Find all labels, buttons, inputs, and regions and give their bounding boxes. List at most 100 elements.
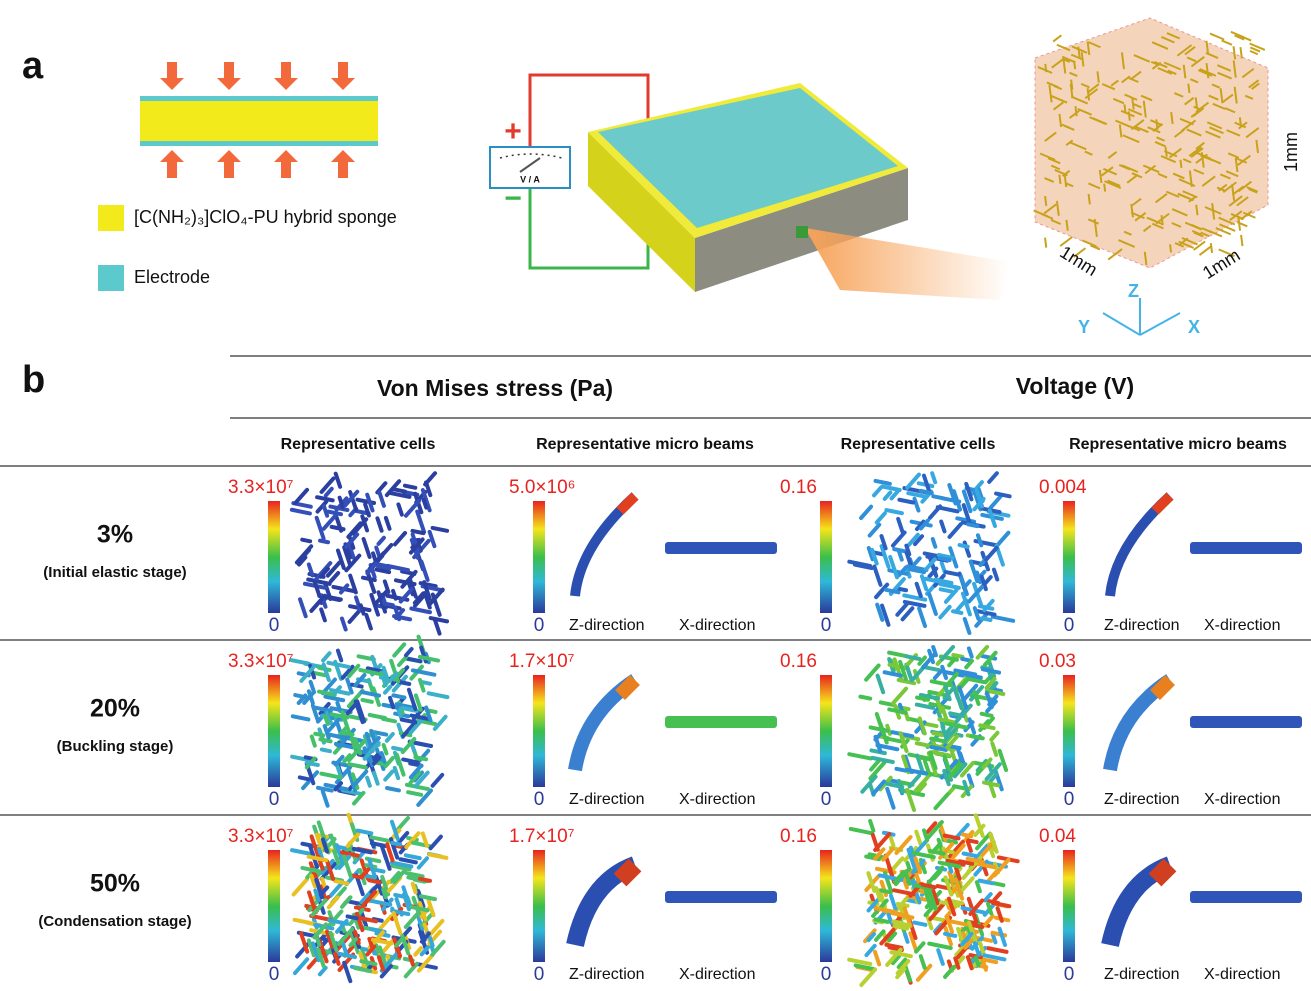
meter-plus: + xyxy=(504,115,522,148)
cell-strut xyxy=(400,859,415,862)
cell-strut xyxy=(1000,929,1005,945)
cell-strut xyxy=(907,667,911,680)
scale-min: 0 xyxy=(821,964,832,985)
scale-min: 0 xyxy=(1064,615,1075,636)
cell-strut xyxy=(876,931,883,939)
cell-strut xyxy=(874,487,881,495)
legend-label: Electrode xyxy=(134,267,210,287)
z-beam-tip xyxy=(620,865,635,880)
cell-strut xyxy=(960,861,972,864)
cell-strut xyxy=(362,700,371,702)
cell-strut xyxy=(870,821,873,831)
cell-strut xyxy=(417,512,424,532)
cell-strut xyxy=(894,549,906,551)
cell-strut xyxy=(910,569,924,572)
cell-strut xyxy=(989,473,997,482)
scale-max: 1.7×10⁷ xyxy=(509,826,575,847)
direction-label: X-direction xyxy=(1204,617,1280,634)
cell-strut xyxy=(923,885,935,887)
cell-strut xyxy=(929,944,950,948)
cell-strut xyxy=(849,960,870,964)
cell-strut xyxy=(385,772,392,780)
cell-strut xyxy=(919,609,925,626)
cell-strut xyxy=(917,698,928,700)
cell-strut xyxy=(994,883,1003,885)
cell-strut xyxy=(398,504,401,514)
cell-strut xyxy=(384,604,392,606)
cell-strut xyxy=(293,716,309,719)
cell-strut xyxy=(905,966,910,981)
lattice-strut xyxy=(1129,111,1130,120)
cell-strut xyxy=(920,758,929,760)
cell-strut xyxy=(945,934,955,936)
cell-strut xyxy=(376,548,379,557)
lattice-strut xyxy=(1211,243,1212,253)
cell-strut xyxy=(953,611,961,613)
cell-strut xyxy=(412,907,428,910)
cell-strut xyxy=(364,539,370,557)
stage-label: (Buckling stage) xyxy=(57,738,174,755)
cell-strut xyxy=(320,541,328,543)
cell-strut xyxy=(393,748,401,750)
cell-strut xyxy=(876,919,888,921)
lattice-strut xyxy=(1210,34,1224,40)
cell-strut xyxy=(369,860,375,877)
cell-strut xyxy=(851,829,872,833)
cell-strut xyxy=(406,649,412,655)
cell-strut xyxy=(431,837,441,849)
z-beam-tip xyxy=(1155,865,1170,880)
lattice-strut xyxy=(1053,35,1061,41)
cell-strut xyxy=(361,961,375,964)
cell-strut xyxy=(976,957,979,965)
edge-label: 1mm xyxy=(1281,132,1301,172)
cell-strut xyxy=(294,879,307,894)
cell-strut xyxy=(899,500,913,503)
cell-strut xyxy=(870,525,880,536)
cell-strut xyxy=(929,594,936,614)
scale-min: 0 xyxy=(534,789,545,810)
cell-strut xyxy=(408,659,420,662)
cell-strut xyxy=(415,757,426,759)
cell-strut xyxy=(336,474,340,487)
cell-strut xyxy=(874,567,880,585)
lattice-strut xyxy=(1250,51,1258,54)
cell-strut xyxy=(302,540,310,542)
cell-strut xyxy=(433,528,447,531)
cell-strut xyxy=(394,644,404,655)
cell-strut xyxy=(395,768,398,778)
lattice-strut xyxy=(1222,40,1232,44)
cell-strut xyxy=(893,689,906,704)
cell-strut xyxy=(422,682,430,684)
cell-strut xyxy=(867,946,875,955)
cell-strut xyxy=(872,758,892,762)
cell-strut xyxy=(972,736,983,738)
cell-strut xyxy=(435,620,440,634)
cell-strut xyxy=(382,753,385,762)
cell-strut xyxy=(877,513,885,522)
cell-strut xyxy=(292,510,310,514)
cell-strut xyxy=(429,854,446,857)
colorbar xyxy=(820,675,832,787)
cell-strut xyxy=(965,619,970,633)
cell-strut xyxy=(307,763,318,765)
cell-strut xyxy=(963,835,971,837)
lattice-strut xyxy=(1097,71,1098,82)
x-beam xyxy=(1190,891,1302,903)
cell-strut xyxy=(889,653,907,657)
cell-strut xyxy=(337,703,340,711)
cell-strut xyxy=(849,754,870,758)
cell-strut xyxy=(945,836,959,839)
cell-strut xyxy=(940,558,950,560)
cell-strut xyxy=(875,737,880,751)
x-beam xyxy=(1190,542,1302,554)
cell-strut xyxy=(385,687,390,693)
cell-strut xyxy=(935,671,941,678)
cell-strut xyxy=(413,531,424,533)
cell-strut xyxy=(935,794,947,808)
stage-label: (Condensation stage) xyxy=(38,913,191,930)
cell-strut xyxy=(891,896,895,909)
scale-max: 3.3×10⁷ xyxy=(228,826,294,847)
cell-strut xyxy=(315,582,320,596)
cell-strut xyxy=(421,896,435,899)
scale-max: 0.03 xyxy=(1039,651,1076,672)
